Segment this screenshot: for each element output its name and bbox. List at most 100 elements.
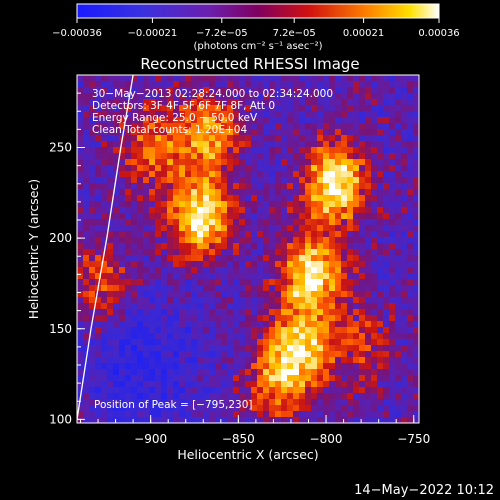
heatmap-cell xyxy=(203,225,210,232)
heatmap-cell xyxy=(299,345,306,352)
heatmap-cell xyxy=(317,153,324,160)
heatmap-cell xyxy=(365,171,372,178)
heatmap-cell xyxy=(365,147,372,154)
heatmap-cell xyxy=(383,333,390,340)
heatmap-cell xyxy=(395,183,402,190)
heatmap-cell xyxy=(95,201,102,208)
heatmap-cell xyxy=(179,225,186,232)
heatmap-cell xyxy=(113,237,120,244)
heatmap-cell xyxy=(197,117,204,124)
heatmap-cell xyxy=(227,201,234,208)
heatmap-cell xyxy=(209,315,216,322)
heatmap-cell xyxy=(137,213,144,220)
heatmap-cell xyxy=(293,279,300,286)
heatmap-cell xyxy=(197,105,204,112)
heatmap-cell xyxy=(197,333,204,340)
heatmap-cell xyxy=(269,357,276,364)
heatmap-cell xyxy=(323,81,330,88)
heatmap-cell xyxy=(353,243,360,250)
heatmap-cell xyxy=(149,249,156,256)
heatmap-cell xyxy=(173,81,180,88)
heatmap-cell xyxy=(335,345,342,352)
heatmap-cell xyxy=(365,375,372,382)
heatmap-cell xyxy=(167,123,174,130)
heatmap-cell xyxy=(239,369,246,376)
heatmap-cell xyxy=(233,117,240,124)
heatmap-cell xyxy=(263,237,270,244)
heatmap-cell xyxy=(89,117,96,124)
heatmap-cell xyxy=(245,93,252,100)
heatmap-cell xyxy=(119,201,126,208)
heatmap-cell xyxy=(89,363,96,370)
heatmap-cell xyxy=(185,87,192,94)
heatmap-cell xyxy=(203,153,210,160)
heatmap-cell xyxy=(263,243,270,250)
heatmap-cell xyxy=(257,339,264,346)
heatmap-cell xyxy=(365,219,372,226)
heatmap-cell xyxy=(287,375,294,382)
heatmap-cell xyxy=(371,369,378,376)
heatmap-cell xyxy=(251,369,258,376)
heatmap-cell xyxy=(95,153,102,160)
heatmap-cell xyxy=(233,369,240,376)
heatmap-cell xyxy=(227,81,234,88)
heatmap-cell xyxy=(215,345,222,352)
heatmap-cell xyxy=(305,261,312,268)
heatmap-cell xyxy=(161,231,168,238)
heatmap-cell xyxy=(125,321,132,328)
heatmap-cell xyxy=(299,129,306,136)
heatmap-cell xyxy=(239,105,246,112)
heatmap-cell xyxy=(83,339,90,346)
heatmap-cell xyxy=(305,243,312,250)
heatmap-cell xyxy=(257,99,264,106)
heatmap-cell xyxy=(143,321,150,328)
heatmap-cell xyxy=(281,243,288,250)
heatmap-cell xyxy=(89,405,96,412)
heatmap-cell xyxy=(125,369,132,376)
heatmap-cell xyxy=(185,219,192,226)
heatmap-cell xyxy=(383,129,390,136)
heatmap-cell xyxy=(299,351,306,358)
heatmap-cell xyxy=(101,75,108,82)
heatmap-cell xyxy=(89,279,96,286)
heatmap-cell xyxy=(119,243,126,250)
heatmap-cell xyxy=(101,219,108,226)
heatmap-cell xyxy=(359,357,366,364)
heatmap-cell xyxy=(311,105,318,112)
heatmap-cell xyxy=(125,243,132,250)
heatmap-cell xyxy=(191,165,198,172)
heatmap-cell xyxy=(215,375,222,382)
heatmap-cell xyxy=(269,189,276,196)
colorbar: −0.00036 −0.00021 −7.2e−05 7.2e−05 0.00021 0.… xyxy=(52,3,460,52)
heatmap-cells xyxy=(77,75,419,423)
heatmap-cell xyxy=(359,99,366,106)
heatmap-cell xyxy=(221,303,228,310)
heatmap-cell xyxy=(323,189,330,196)
heatmap-cell xyxy=(305,369,312,376)
heatmap-cell xyxy=(407,117,414,124)
heatmap-cell xyxy=(371,315,378,322)
heatmap-cell xyxy=(359,339,366,346)
heatmap-cell xyxy=(107,153,114,160)
heatmap-cell xyxy=(239,141,246,148)
heatmap-cell xyxy=(155,279,162,286)
heatmap-cell xyxy=(299,333,306,340)
heatmap-cell xyxy=(395,387,402,394)
heatmap-cell xyxy=(389,147,396,154)
heatmap-cell xyxy=(365,255,372,262)
heatmap-cell xyxy=(269,309,276,316)
heatmap-cell xyxy=(149,243,156,250)
heatmap-cell xyxy=(347,87,354,94)
solar-limb xyxy=(77,75,134,420)
heatmap-cell xyxy=(275,153,282,160)
heatmap-cell xyxy=(155,189,162,196)
heatmap-cell xyxy=(149,99,156,106)
heatmap-cell xyxy=(203,105,210,112)
heatmap-cell xyxy=(293,93,300,100)
heatmap-cell xyxy=(95,237,102,244)
heatmap-cell xyxy=(221,243,228,250)
heatmap-cell xyxy=(167,153,174,160)
heatmap-cell xyxy=(311,369,318,376)
heatmap-cell xyxy=(131,291,138,298)
heatmap-cell xyxy=(287,135,294,142)
